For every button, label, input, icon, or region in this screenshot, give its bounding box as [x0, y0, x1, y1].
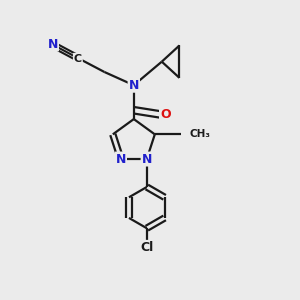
- Text: C: C: [74, 54, 82, 64]
- Text: O: O: [160, 108, 171, 121]
- Text: N: N: [129, 79, 139, 92]
- Text: N: N: [116, 152, 126, 166]
- Text: N: N: [142, 152, 152, 166]
- Text: Cl: Cl: [140, 241, 153, 254]
- Text: CH₃: CH₃: [190, 129, 211, 139]
- Text: N: N: [48, 38, 58, 50]
